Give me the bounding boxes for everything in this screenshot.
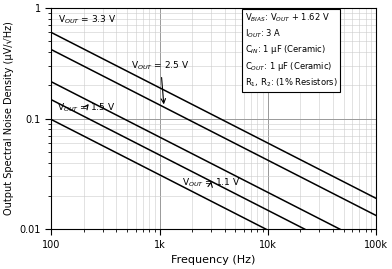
Text: V$_{OUT}$ = 3.3 V: V$_{OUT}$ = 3.3 V	[58, 14, 116, 26]
X-axis label: Frequency (Hz): Frequency (Hz)	[171, 255, 256, 265]
Text: V$_{OUT}$ = 1.5 V: V$_{OUT}$ = 1.5 V	[56, 101, 115, 114]
Text: V$_{OUT}$ = 1.1 V: V$_{OUT}$ = 1.1 V	[181, 177, 240, 189]
Text: V$_{OUT}$ = 2.5 V: V$_{OUT}$ = 2.5 V	[131, 59, 190, 103]
Y-axis label: Output Spectral Noise Density (μV/√Hz): Output Spectral Noise Density (μV/√Hz)	[4, 22, 14, 215]
Text: V$_{BIAS}$: V$_{OUT}$ + 1.62 V
I$_{OUT}$: 3 A
C$_{IN}$: 1 μF (Ceramic)
C$_{OUT}$: V$_{BIAS}$: V$_{OUT}$ + 1.62 V I$_{OUT}$…	[245, 11, 337, 89]
Text: V$_{OUT}$ = 0.8 V: V$_{OUT}$ = 0.8 V	[0, 268, 1, 269]
